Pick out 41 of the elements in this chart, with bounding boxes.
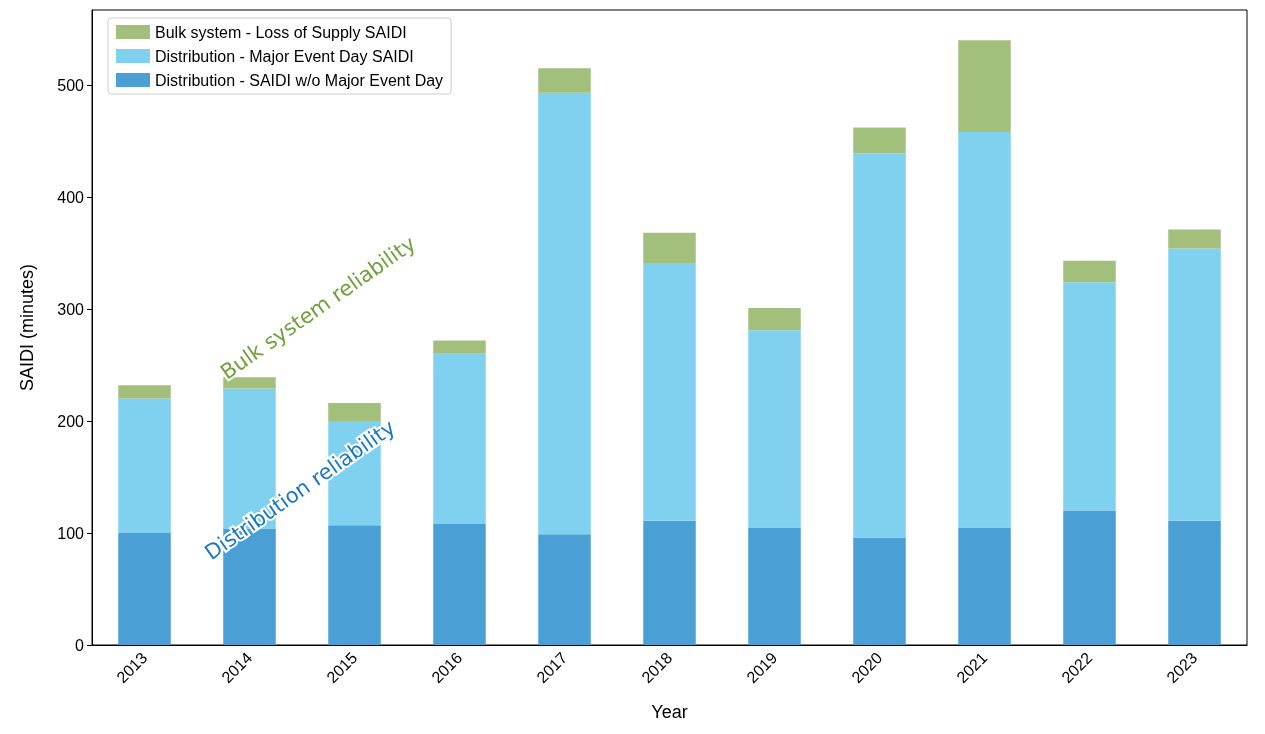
bar	[1063, 282, 1116, 511]
bar	[1168, 520, 1221, 645]
bar	[958, 527, 1011, 645]
bar	[853, 537, 906, 645]
bar	[853, 153, 906, 538]
bar	[643, 520, 696, 645]
bar	[538, 534, 591, 645]
bar	[433, 524, 486, 645]
y-axis-title: SAIDI (minutes)	[17, 263, 37, 392]
x-axis-title: Year	[651, 702, 688, 722]
bar	[958, 40, 1011, 133]
bar	[748, 527, 801, 645]
bar	[433, 353, 486, 525]
bar	[1168, 248, 1221, 521]
y-tick-label: 300	[57, 300, 85, 318]
bar	[748, 330, 801, 528]
bar	[748, 307, 801, 331]
bar	[118, 533, 171, 645]
y-tick-label: 400	[57, 188, 85, 206]
bar	[118, 385, 171, 399]
legend-label: Distribution - SAIDI w/o Major Event Day	[155, 71, 444, 89]
bar	[643, 263, 696, 521]
bar	[1063, 510, 1116, 645]
bar	[433, 340, 486, 354]
y-tick-label: 100	[57, 524, 85, 542]
bar	[223, 377, 276, 389]
y-tick-label: 200	[57, 412, 85, 430]
y-tick-label: 0	[75, 636, 85, 654]
bar	[1168, 229, 1221, 249]
bar	[538, 68, 591, 93]
y-tick-label: 500	[57, 76, 85, 94]
bar	[118, 398, 171, 534]
bar	[1063, 260, 1116, 283]
bar	[538, 92, 591, 535]
bar	[328, 403, 381, 422]
bar	[643, 232, 696, 264]
legend-label: Bulk system - Loss of Supply SAIDI	[155, 23, 407, 41]
bar	[328, 525, 381, 645]
legend-label: Distribution - Major Event Day SAIDI	[155, 47, 414, 65]
bar	[958, 132, 1011, 528]
bar	[853, 127, 906, 154]
